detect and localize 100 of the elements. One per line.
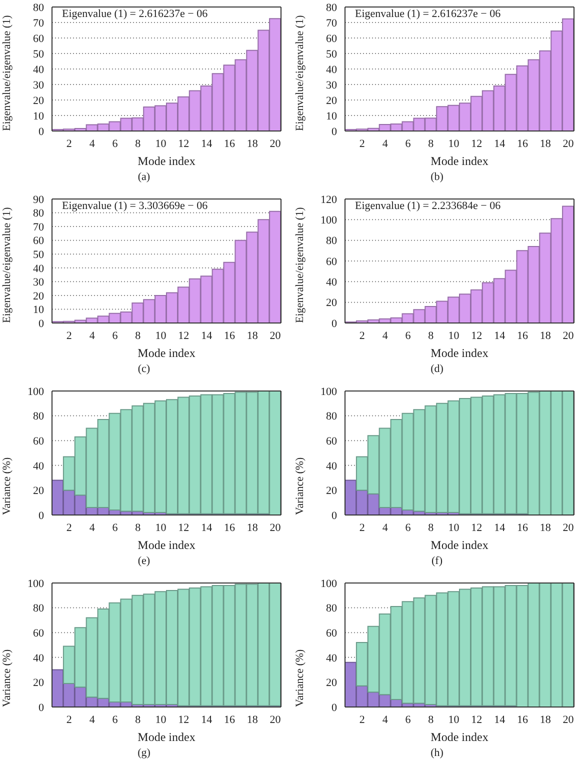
y-tick-label: 80	[33, 208, 44, 220]
text: (a)	[136, 171, 152, 183]
x-axis-title: Mode index	[430, 346, 488, 360]
y-tick-label: 20	[326, 677, 338, 690]
y-tick-label: 70	[326, 17, 338, 30]
x-tick-label: 20	[270, 522, 282, 534]
y-tick-label: 40	[33, 262, 44, 275]
y-tick-label: 100	[320, 386, 338, 398]
y-tick-label: 0	[38, 126, 44, 138]
x-axis-title: Mode index	[138, 730, 196, 744]
y-tick-label: 10	[326, 110, 338, 122]
y-tick-label: 0	[332, 318, 338, 330]
x-tick-label: 14	[494, 714, 506, 726]
x-tick-label: 4	[382, 522, 388, 534]
x-tick-label: 18	[540, 138, 552, 150]
y-tick-label: 20	[326, 94, 338, 107]
y-tick-label: 60	[33, 32, 44, 45]
x-tick-label: 6	[112, 330, 118, 342]
y-tick-label: 100	[28, 386, 44, 398]
x-tick-label: 10	[155, 138, 167, 150]
y-tick-label: 120	[320, 194, 338, 206]
y-axis-title: Variance (%)	[294, 648, 306, 707]
y-tick-label: 0	[332, 702, 338, 714]
x-axis-title: Mode index	[138, 154, 196, 168]
y-tick-label: 60	[33, 235, 44, 248]
x-tick-label: 20	[270, 330, 282, 342]
x-tick-label: 16	[516, 330, 528, 342]
text: (c)	[136, 363, 152, 375]
y-tick-label: 100	[320, 214, 338, 227]
x-axis-title: Mode index	[138, 346, 196, 360]
x-tick-label: 20	[270, 138, 282, 150]
x-tick-label: 6	[405, 522, 412, 534]
y-tick-label: 30	[33, 276, 44, 289]
x-tick-label: 18	[246, 714, 258, 726]
y-tick-label: 50	[326, 48, 338, 60]
y-tick-label: 0	[38, 702, 44, 714]
annotation: Eigenvalue (1) = 2.233684e − 06	[353, 200, 503, 212]
y-tick-label: 90	[33, 194, 44, 206]
y-tick-label: 20	[33, 94, 44, 107]
y-tick-label: 100	[28, 578, 44, 590]
x-tick-label: 6	[112, 522, 118, 534]
x-tick-label: 2	[359, 330, 365, 342]
y-tick-label: 20	[33, 485, 44, 498]
x-tick-label: 18	[540, 714, 552, 726]
x-tick-label: 4	[89, 330, 96, 342]
x-tick-label: 2	[66, 522, 72, 534]
y-tick-label: 0	[38, 318, 44, 330]
x-tick-label: 20	[562, 138, 574, 150]
x-tick-label: 6	[405, 138, 412, 150]
y-tick-label: 60	[326, 628, 338, 640]
y-axis-title: Eigenvalue/eigenvalue (1)	[294, 206, 306, 323]
y-tick-label: 10	[33, 304, 44, 316]
x-tick-label: 20	[562, 714, 574, 726]
y-tick-label: 60	[326, 32, 338, 45]
x-tick-label: 16	[516, 522, 528, 534]
y-tick-label: 50	[33, 48, 44, 60]
x-tick-label: 2	[66, 714, 72, 726]
y-axis-title: Eigenvalue/eigenvalue (1)	[0, 14, 13, 131]
y-tick-label: 50	[33, 249, 44, 262]
y-tick-label: 0	[332, 126, 338, 138]
x-tick-label: 14	[201, 330, 213, 342]
y-tick-label: 80	[326, 410, 338, 423]
y-tick-label: 80	[33, 602, 44, 615]
y-axis-title: Eigenvalue/eigenvalue (1)	[294, 14, 306, 131]
x-tick-label: 4	[382, 714, 388, 726]
x-tick-label: 18	[540, 330, 552, 342]
x-tick-label: 18	[246, 138, 258, 150]
y-tick-label: 20	[33, 677, 44, 690]
y-axis-title: Eigenvalue/eigenvalue (1)	[0, 206, 13, 323]
x-axis-title: Mode index	[430, 154, 488, 168]
x-tick-label: 14	[494, 522, 506, 534]
y-tick-label: 0	[332, 510, 338, 522]
y-tick-label: 70	[33, 221, 44, 234]
y-tick-label: 30	[326, 79, 338, 92]
x-tick-label: 14	[201, 138, 213, 150]
text: (f)	[430, 555, 444, 567]
y-tick-label: 80	[326, 602, 338, 615]
y-tick-label: 70	[33, 17, 44, 30]
y-tick-label: 20	[33, 290, 44, 302]
text: (e)	[136, 555, 152, 567]
x-tick-label: 14	[494, 138, 506, 150]
y-tick-label: 20	[326, 485, 338, 498]
x-tick-label: 20	[562, 330, 574, 342]
x-tick-label: 8	[428, 522, 434, 534]
text: (h)	[430, 747, 444, 759]
x-tick-label: 4	[89, 138, 96, 150]
x-tick-label: 14	[201, 522, 213, 534]
x-tick-label: 12	[471, 330, 482, 342]
x-tick-label: 4	[382, 138, 388, 150]
y-tick-label: 80	[33, 2, 44, 14]
y-tick-label: 80	[33, 410, 44, 423]
x-tick-label: 16	[516, 138, 528, 150]
y-tick-label: 40	[33, 64, 44, 76]
y-tick-label: 60	[33, 436, 44, 448]
x-tick-label: 16	[224, 330, 236, 342]
x-axis-title: Mode index	[138, 538, 196, 552]
x-tick-label: 8	[135, 522, 142, 534]
y-axis-title: Variance (%)	[0, 648, 13, 707]
x-tick-label: 4	[89, 522, 96, 534]
x-tick-label: 8	[135, 138, 142, 150]
